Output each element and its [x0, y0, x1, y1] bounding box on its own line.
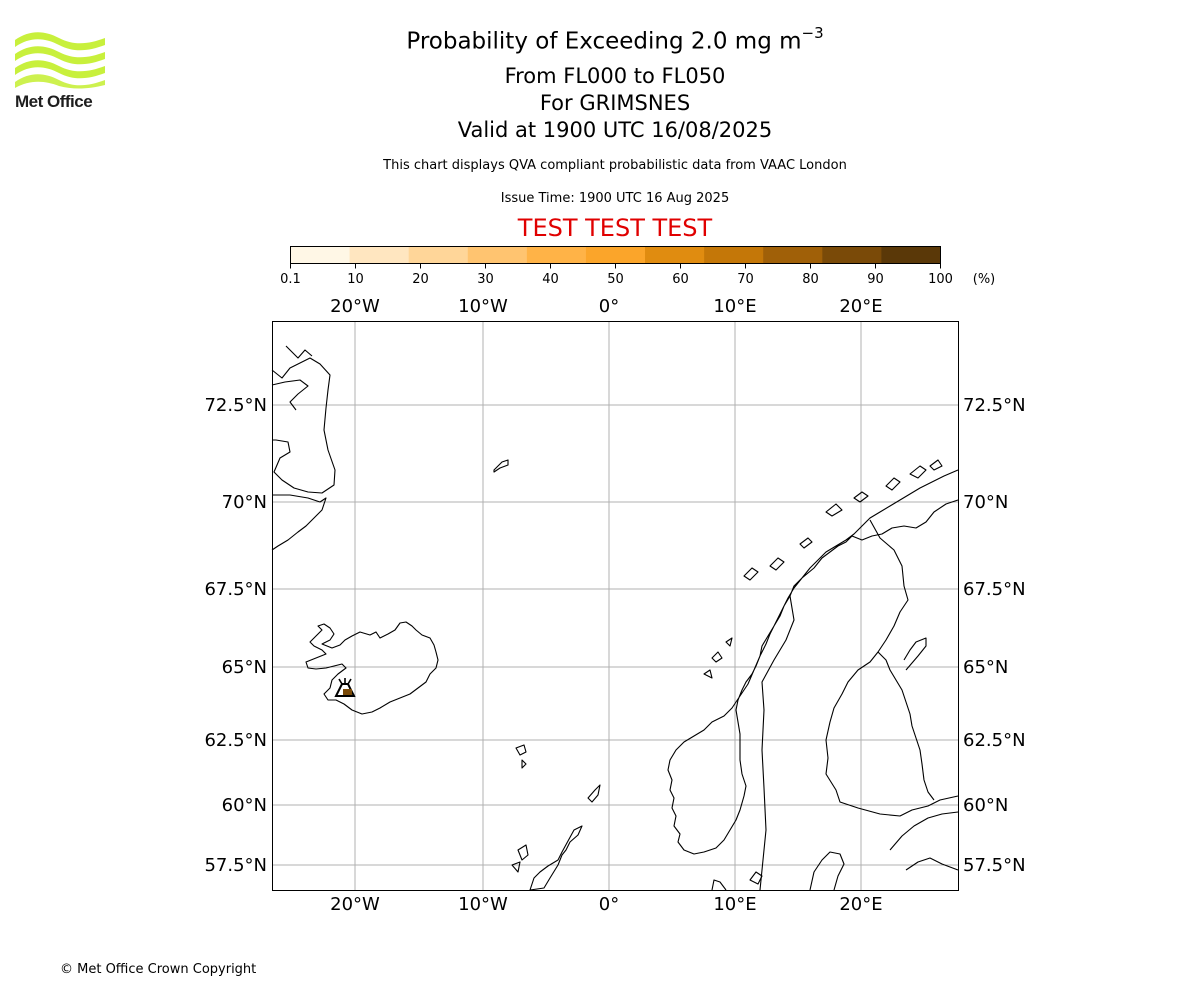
volcano-name: For GRIMSNES — [539, 91, 691, 115]
colorbar-swatch — [290, 246, 351, 264]
lat-label-right: 62.5°N — [963, 730, 1026, 751]
lon-label-bottom: 10°E — [713, 894, 756, 915]
lon-label-top: 0° — [599, 296, 619, 317]
lon-label-bottom: 0° — [599, 894, 619, 915]
denmark-coast — [711, 871, 763, 891]
dispersion-map: 20°W 10°W 0° 10°E 20°E 20°W 10°W 0° 10°E… — [204, 296, 1026, 915]
colorbar-tick-label: 70 — [737, 272, 754, 287]
title-superscript: −3 — [801, 24, 824, 42]
lon-label-bottom: 10°W — [458, 894, 508, 915]
lat-label-right: 67.5°N — [963, 579, 1026, 600]
norway-coast — [667, 469, 959, 855]
sweden-border — [759, 519, 959, 891]
colorbar-swatch — [881, 246, 941, 264]
copyright-notice: © Met Office Crown Copyright — [60, 962, 257, 977]
colorbar-ticks: 0.1 10 20 30 40 50 60 70 80 90 100 — [280, 263, 953, 287]
lat-label-left: 67.5°N — [204, 579, 267, 600]
lat-label-left: 70°N — [222, 492, 267, 513]
lat-label-left: 72.5°N — [204, 395, 267, 416]
valid-time: Valid at 1900 UTC 16/08/2025 — [457, 118, 773, 142]
colorbar-swatches — [290, 246, 941, 264]
colorbar-swatch — [349, 246, 410, 264]
issue-time: Issue Time: 1900 UTC 16 Aug 2025 — [500, 191, 730, 206]
map-frame — [272, 321, 959, 891]
colorbar-swatch — [526, 246, 587, 264]
colorbar-tick-label: 40 — [542, 272, 559, 287]
colorbar-unit: (%) — [973, 272, 996, 287]
lat-label-left: 65°N — [222, 657, 267, 678]
logo-text: Met Office — [15, 92, 93, 111]
lon-label-bottom: 20°E — [839, 894, 882, 915]
test-banner: TEST TEST TEST — [517, 214, 713, 242]
met-office-logo — [15, 32, 105, 89]
map-gridlines — [272, 321, 958, 890]
lon-label-bottom: 20°W — [330, 894, 380, 915]
lat-label-right: 72.5°N — [963, 395, 1026, 416]
iceland-coast — [305, 621, 439, 715]
coastlines — [271, 345, 959, 891]
greenland-coast — [271, 345, 336, 551]
colorbar-tick-label: 20 — [412, 272, 429, 287]
chart-title: Probability of Exceeding 2.0 mg m−3 — [0, 24, 1200, 55]
colorbar-tick-label: 10 — [347, 272, 364, 287]
colorbar-swatch — [704, 246, 764, 264]
colorbar-tick-label: 80 — [802, 272, 819, 287]
colorbar-tick-label: 0.1 — [280, 272, 301, 287]
lat-label-right: 60°N — [963, 795, 1008, 816]
lon-label-top: 10°W — [458, 296, 508, 317]
faroe-islands — [515, 744, 527, 769]
shetland — [587, 784, 601, 803]
norway-islands — [703, 459, 943, 679]
colorbar-swatch — [408, 246, 469, 264]
colorbar-tick-label: 60 — [672, 272, 689, 287]
volcano-icon — [334, 678, 356, 697]
title-main: Probability of Exceeding 2.0 mg m — [406, 28, 802, 55]
lat-label-left: 60°N — [222, 795, 267, 816]
colorbar-swatch — [467, 246, 528, 264]
colorbar-swatch — [763, 246, 823, 264]
lat-label-right: 70°N — [963, 492, 1008, 513]
colorbar-tick-label: 100 — [928, 272, 953, 287]
colorbar-swatch — [585, 246, 646, 264]
lon-label-top: 20°W — [330, 296, 380, 317]
lat-label-right: 57.5°N — [963, 855, 1026, 876]
lat-label-right: 65°N — [963, 657, 1008, 678]
colorbar-tick-label: 90 — [867, 272, 884, 287]
finland-coast — [877, 637, 935, 801]
baltic-coast — [809, 811, 959, 891]
lon-label-top: 10°E — [713, 296, 756, 317]
colorbar-tick-label: 30 — [477, 272, 494, 287]
colorbar-tick-label: 50 — [607, 272, 624, 287]
colorbar-swatch — [645, 246, 705, 264]
probability-colorbar: 0.1 10 20 30 40 50 60 70 80 90 100 (%) — [280, 246, 996, 287]
flight-level-range: From FL000 to FL050 — [504, 64, 726, 88]
chart-description: This chart displays QVA compliant probab… — [383, 158, 847, 173]
lat-label-left: 57.5°N — [204, 855, 267, 876]
lon-label-top: 20°E — [839, 296, 882, 317]
colorbar-swatch — [822, 246, 882, 264]
jan-mayen — [493, 459, 509, 473]
scotland-coast — [511, 825, 583, 891]
lat-label-left: 62.5°N — [204, 730, 267, 751]
